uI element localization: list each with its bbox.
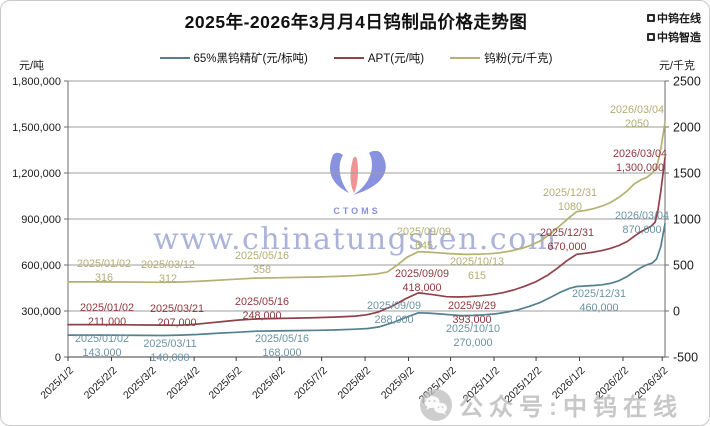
legend-swatch-ore [159, 56, 190, 60]
legend-swatch-apt [333, 56, 364, 60]
right-axis-tick-label: 1000 [673, 213, 701, 227]
brand-logo-icon [647, 33, 655, 41]
x-axis-tick-label: 2025/11/2 [461, 364, 502, 405]
x-axis-tick-label: 2026/1/2 [550, 364, 588, 401]
left-axis-unit: 元/吨 [19, 60, 45, 72]
legend-label: 钨粉(元/千克) [484, 53, 553, 65]
website-watermark: www.chinatungsten.com [153, 222, 558, 257]
x-axis-tick-label: 2025/4/2 [164, 364, 202, 401]
series-line-apt [67, 156, 666, 327]
series-line-ore [67, 222, 666, 337]
x-axis-tick-label: 2025/10/2 [417, 364, 459, 405]
left-axis-tick-label: 0 [55, 352, 61, 364]
legend-item-ore: 65%黑钨精矿(元/标吨) [159, 50, 308, 66]
x-axis-tick-label: 2025/6/2 [250, 364, 288, 401]
brand-line-2: 中钨智造 [647, 29, 701, 45]
x-axis-tick-label: 2025/2/2 [82, 364, 120, 401]
series-line-powder [67, 121, 666, 284]
ctoms-logo-text: CTOMS [333, 206, 381, 216]
brand-logo-icon [647, 14, 655, 22]
x-axis-tick-label: 2025/7/2 [292, 364, 330, 401]
left-axis-tick-label: 600,000 [21, 260, 61, 272]
x-axis-tick-label: 2025/9/2 [379, 364, 417, 401]
x-axis-tick-label: 2026/2/2 [593, 364, 631, 401]
x-axis-tick-label: 2025/5/2 [207, 364, 245, 401]
right-axis-tick-label: 2000 [673, 121, 701, 135]
x-axis-tick-label: 2025/12/2 [502, 364, 544, 405]
x-axis-tick-label: 2026/3/2 [633, 364, 671, 401]
legend-label: 65%黑钨精矿(元/标吨) [193, 53, 308, 65]
chart-title: 2025年-2026年3月月4日钨制品价格走势图 [184, 12, 528, 32]
left-axis-tick-label: 1,200,000 [12, 168, 61, 180]
brand-block: 中钨在线 中钨智造 [647, 10, 701, 48]
legend: 65%黑钨精矿(元/标吨) APT(元/吨) 钨粉(元/千克) [1, 50, 709, 66]
brand-line-1: 中钨在线 [647, 10, 701, 26]
brand-text: 中钨在线 [657, 13, 701, 25]
left-axis-tick-label: 300,000 [21, 306, 61, 318]
legend-swatch-powder [450, 56, 481, 60]
left-axis-tick-label: 1,500,000 [12, 122, 61, 134]
left-axis-tick-label: 900,000 [21, 214, 61, 226]
right-axis-unit: 元/千克 [658, 60, 695, 72]
x-axis-tick-label: 2025/8/2 [335, 364, 373, 401]
right-axis-tick-label: 2500 [673, 75, 701, 89]
x-axis-tick-label: 2025/1/2 [38, 364, 76, 401]
right-axis-tick-label: 0 [673, 305, 680, 319]
x-axis-tick-label: 2025/3/2 [121, 364, 159, 401]
legend-item-powder: 钨粉(元/千克) [450, 50, 552, 66]
left-axis-tick-label: 1,800,000 [12, 76, 61, 88]
legend-label: APT(元/吨) [367, 53, 425, 65]
right-axis-tick-label: 1500 [673, 167, 701, 181]
legend-item-apt: APT(元/吨) [333, 50, 425, 66]
brand-text: 中钨智造 [657, 32, 701, 44]
right-axis-tick-label: -500 [673, 351, 698, 365]
right-axis-tick-label: 500 [673, 259, 694, 273]
